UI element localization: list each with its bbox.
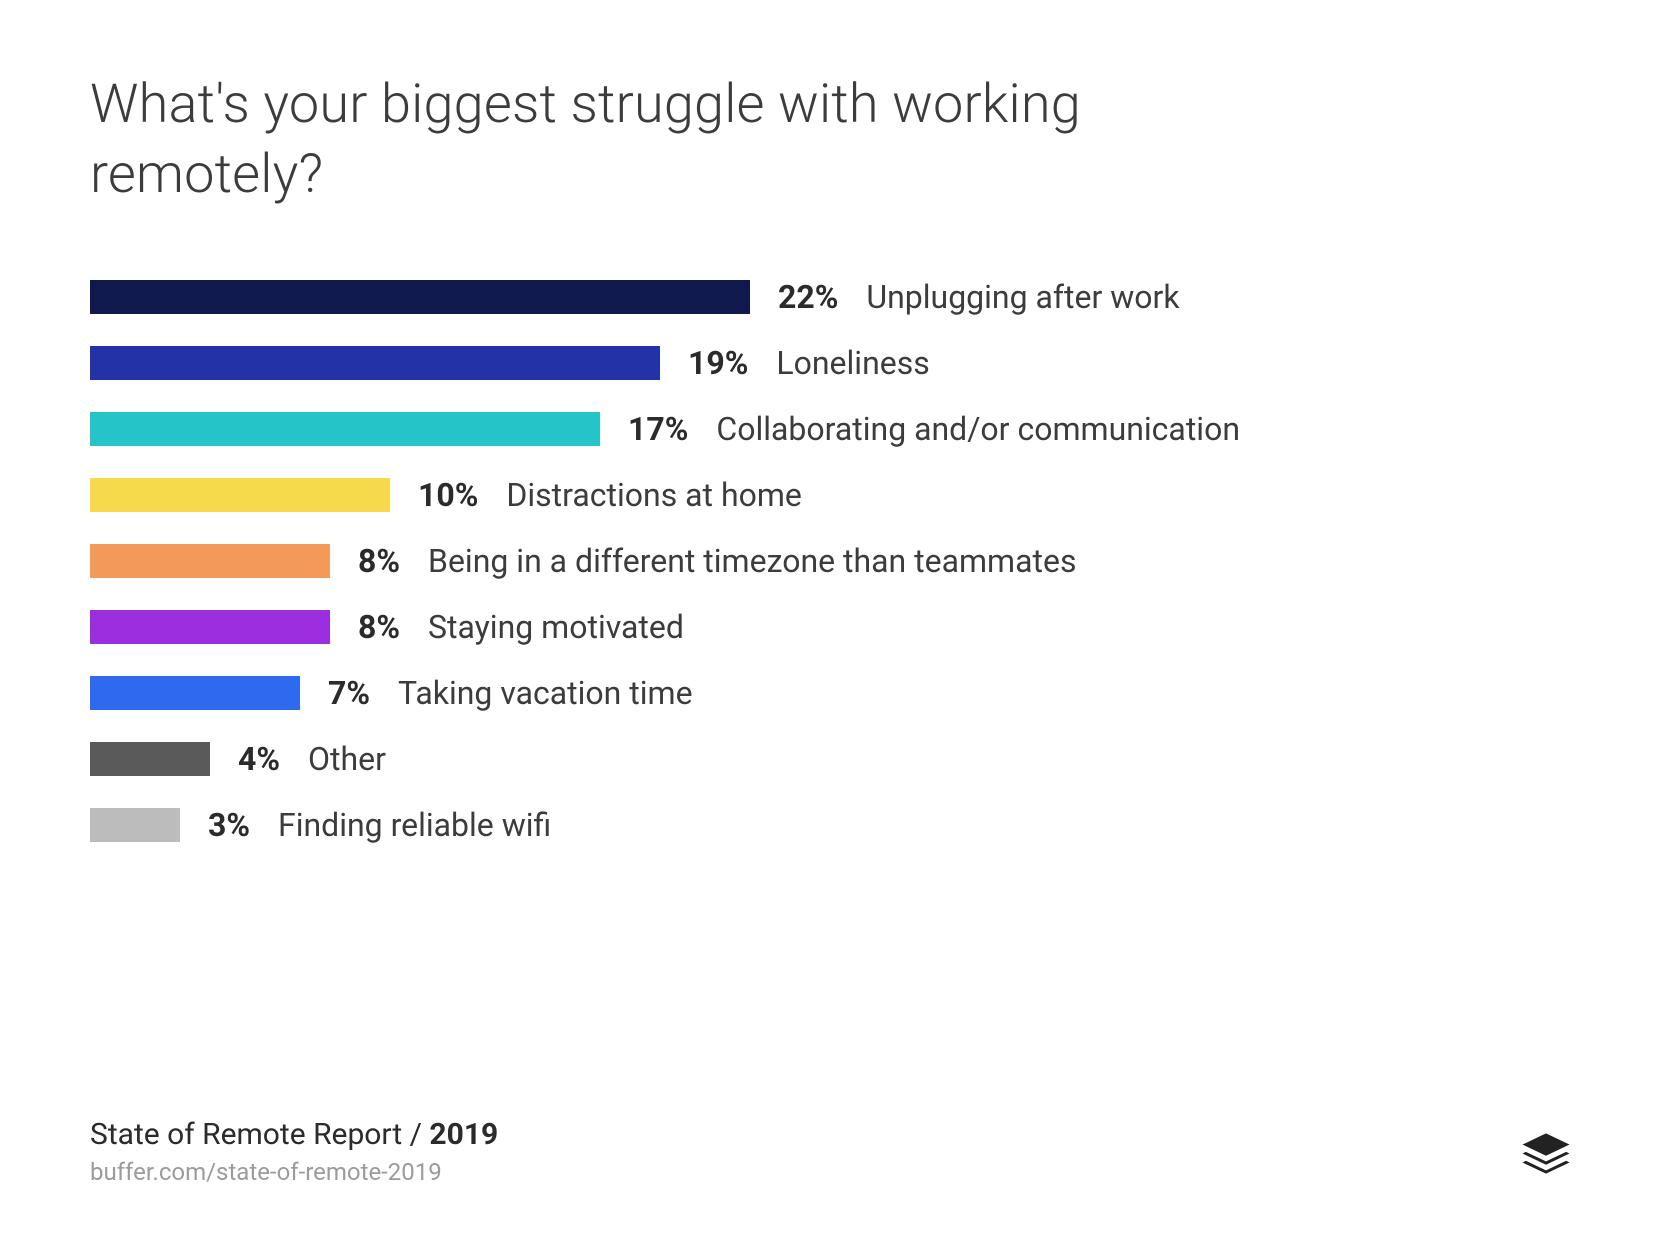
bar-percent: 7% xyxy=(328,674,370,712)
bar-percent: 10% xyxy=(418,476,478,514)
footer-url: buffer.com/state-of-remote-2019 xyxy=(90,1158,498,1186)
bar-label: Collaborating and/or communication xyxy=(716,410,1240,448)
bar-chart: 22% Unplugging after work 19% Loneliness 17%… xyxy=(90,280,1574,842)
bar-label: Distractions at home xyxy=(506,476,801,514)
bar-row: 10% Distractions at home xyxy=(90,478,1574,512)
footer-year: 2019 xyxy=(429,1117,498,1152)
bar-label: Finding reliable wifi xyxy=(278,806,551,844)
bar-row: 7% Taking vacation time xyxy=(90,676,1574,710)
bar-row: 3% Finding reliable wifi xyxy=(90,808,1574,842)
footer-report-line: State of Remote Report / 2019 xyxy=(90,1117,498,1152)
bar-row: 8% Staying motivated xyxy=(90,610,1574,644)
bar-label: Loneliness xyxy=(776,344,929,382)
bar-row: 8% Being in a different timezone than tea… xyxy=(90,544,1574,578)
bar-label: Other xyxy=(308,740,386,778)
bar-row: 17% Collaborating and/or communication xyxy=(90,412,1574,446)
footer-text: State of Remote Report / 2019 buffer.com… xyxy=(90,1117,498,1186)
bar xyxy=(90,808,180,842)
bar-percent: 8% xyxy=(358,542,400,580)
bar-label: Staying motivated xyxy=(428,608,684,646)
bar xyxy=(90,412,600,446)
bar xyxy=(90,478,390,512)
footer-separator: / xyxy=(402,1117,429,1152)
bar-percent: 4% xyxy=(238,740,280,778)
bar xyxy=(90,610,330,644)
bar xyxy=(90,544,330,578)
bar-label: Unplugging after work xyxy=(866,278,1179,316)
bar xyxy=(90,676,300,710)
bar-percent: 22% xyxy=(778,278,838,316)
footer: State of Remote Report / 2019 buffer.com… xyxy=(90,1117,1574,1186)
bar-row: 22% Unplugging after work xyxy=(90,280,1574,314)
bar xyxy=(90,346,660,380)
footer-report-name: State of Remote Report xyxy=(90,1117,402,1152)
chart-title: What's your biggest struggle with workin… xyxy=(90,70,1090,210)
bar-label: Being in a different timezone than teamm… xyxy=(428,542,1076,580)
bar-percent: 17% xyxy=(628,410,688,448)
bar xyxy=(90,742,210,776)
bar-label: Taking vacation time xyxy=(398,674,693,712)
bar-percent: 3% xyxy=(208,806,250,844)
bar xyxy=(90,280,750,314)
bar-percent: 19% xyxy=(688,344,748,382)
chart-canvas: What's your biggest struggle with workin… xyxy=(0,0,1664,1256)
bar-row: 19% Loneliness xyxy=(90,346,1574,380)
buffer-logo-icon xyxy=(1518,1130,1574,1186)
bar-row: 4% Other xyxy=(90,742,1574,776)
bar-percent: 8% xyxy=(358,608,400,646)
